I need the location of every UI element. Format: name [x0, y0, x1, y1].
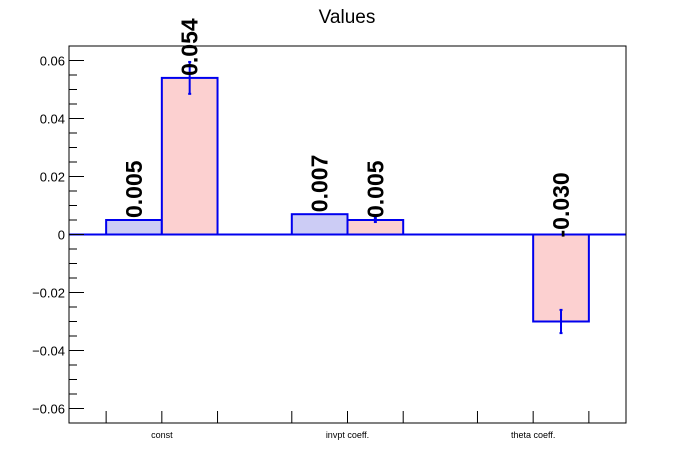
- bars-layer: [69, 60, 626, 335]
- y-tick-label: −0.02: [32, 286, 65, 301]
- bar-value-label: 0.054: [177, 18, 203, 76]
- y-tick-label: −0.04: [32, 344, 65, 359]
- bar-value-label: 0.005: [362, 160, 388, 218]
- bar-value-label: 0.005: [121, 160, 147, 218]
- y-tick-label: 0: [58, 228, 65, 243]
- bar-value-label: 0.007: [307, 155, 333, 213]
- y-tick-label: −0.06: [32, 402, 65, 417]
- bar-const-s1: [105, 219, 163, 236]
- chart-title: Values: [319, 7, 376, 28]
- bar-theta-coeff--s2: [532, 233, 590, 323]
- y-tick-label: 0.06: [40, 54, 65, 69]
- bar-const-s2: [160, 76, 219, 236]
- y-axis: −0.06 −0.04 −0.02 0 0.02 0.04 0.06: [32, 45, 84, 424]
- bar-value-label: -0.030: [548, 172, 574, 237]
- x-category-label: invpt coeff.: [326, 430, 369, 440]
- x-category-label: const: [151, 430, 173, 440]
- bar-invpt-coeff--s1: [290, 213, 349, 236]
- labels-layer: 0.005 0.007 0.054 0.005 -0.030: [121, 18, 574, 237]
- y-tick-label: 0.04: [40, 112, 65, 127]
- x-category-label: theta coeff.: [511, 430, 555, 440]
- y-tick-label: 0.02: [40, 170, 65, 185]
- x-axis: const invpt coeff. theta coeff.: [105, 411, 590, 440]
